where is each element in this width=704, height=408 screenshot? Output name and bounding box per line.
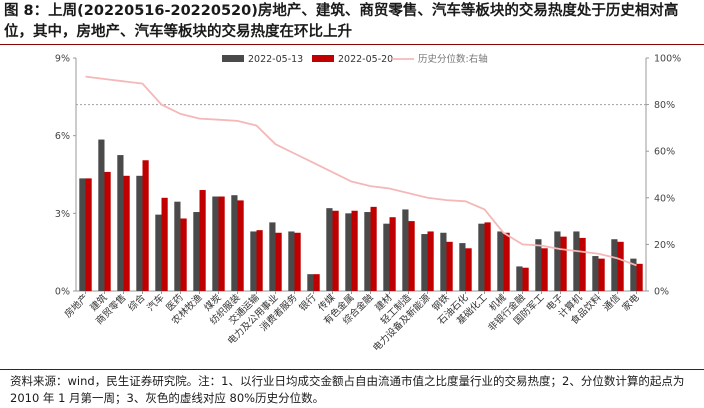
bar-2022-05-20	[370, 206, 377, 291]
bar-2022-05-20	[294, 232, 301, 291]
bar-2022-05-20	[579, 237, 586, 291]
bar-2022-05-20	[104, 171, 111, 291]
bar-2022-05-20	[351, 210, 358, 291]
right-tick-label: 100%	[654, 54, 681, 65]
chart-title: 图 8：上周(20220516-20220520)房地产、建筑、商贸零售、汽车等…	[4, 3, 679, 40]
bar-2022-05-20	[218, 196, 225, 291]
bar-2022-05-13	[535, 239, 542, 291]
bar-2022-05-13	[79, 178, 86, 291]
bar-2022-05-20	[180, 218, 187, 291]
bar-2022-05-13	[497, 231, 504, 291]
bar-2022-05-13	[630, 258, 637, 291]
bar-2022-05-13	[307, 274, 314, 291]
bar-2022-05-13	[231, 195, 238, 291]
bar-2022-05-20	[161, 197, 168, 291]
bar-2022-05-20	[332, 210, 339, 291]
x-tick-label: 汽车	[145, 292, 167, 314]
bar-2022-05-20	[560, 236, 567, 291]
bar-2022-05-20	[237, 200, 244, 291]
bar-2022-05-13	[554, 231, 561, 291]
right-tick-label: 0%	[654, 287, 669, 298]
bar-2022-05-20	[313, 274, 320, 291]
bar-2022-05-20	[503, 232, 510, 291]
bar-2022-05-20	[598, 258, 605, 291]
bar-2022-05-13	[193, 212, 200, 291]
bar-2022-05-13	[383, 223, 390, 291]
bar-2022-05-20	[256, 230, 263, 291]
bar-2022-05-20	[389, 217, 396, 291]
bar-2022-05-13	[478, 223, 485, 291]
bar-2022-05-13	[345, 213, 352, 291]
title-divider	[0, 44, 704, 45]
legend-swatch-2022-05-20	[312, 55, 334, 62]
right-tick-label: 60%	[654, 147, 675, 158]
bar-2022-05-20	[142, 160, 149, 291]
x-tick-label: 综合	[126, 291, 148, 313]
bar-2022-05-20	[484, 222, 491, 291]
bar-2022-05-20	[541, 248, 548, 291]
bar-2022-05-20	[636, 263, 643, 291]
x-tick-label: 银行	[297, 291, 319, 313]
bar-2022-05-13	[611, 239, 618, 291]
bar-2022-05-13	[174, 201, 181, 291]
right-tick-label: 80%	[654, 100, 675, 111]
bar-2022-05-20	[427, 231, 434, 291]
percentile-line	[85, 75, 637, 267]
bar-2022-05-13	[516, 266, 523, 291]
source-note: 资料来源：wind，民生证券研究院。注：1、以行业日均成交金额占自由流通市值之比…	[10, 374, 685, 405]
bar-2022-05-13	[212, 196, 219, 291]
bar-2022-05-13	[250, 231, 257, 291]
bar-2022-05-20	[275, 232, 282, 291]
bar-2022-05-20	[522, 267, 529, 291]
bar-2022-05-20	[617, 241, 624, 291]
bar-2022-05-13	[440, 232, 447, 291]
source-divider	[0, 369, 704, 370]
bar-2022-05-13	[155, 214, 162, 291]
legend-label-2022-05-20: 2022-05-20	[338, 54, 393, 65]
left-tick-label: 6%	[55, 131, 70, 142]
bar-2022-05-13	[98, 139, 105, 291]
legend-label-2022-05-13: 2022-05-13	[248, 54, 303, 65]
bar-2022-05-20	[123, 175, 130, 291]
left-tick-label: 0%	[55, 287, 70, 298]
right-tick-label: 40%	[654, 193, 675, 204]
x-tick-label: 家电	[620, 291, 642, 313]
bar-2022-05-20	[199, 190, 206, 291]
left-tick-label: 9%	[55, 54, 70, 65]
bar-2022-05-13	[573, 231, 580, 291]
bar-2022-05-13	[421, 234, 428, 291]
legend-swatch-2022-05-13	[222, 55, 244, 62]
bar-2022-05-20	[408, 221, 415, 291]
bar-2022-05-20	[85, 178, 92, 291]
bar-2022-05-13	[592, 256, 599, 291]
bar-2022-05-13	[117, 155, 124, 291]
bar-2022-05-13	[269, 222, 276, 291]
bar-2022-05-20	[465, 248, 472, 291]
bar-2022-05-13	[136, 175, 143, 291]
legend-label-percentile: 历史分位数:右轴	[418, 53, 488, 65]
right-tick-label: 20%	[654, 240, 675, 251]
bar-2022-05-20	[446, 241, 453, 291]
bar-2022-05-13	[402, 209, 409, 291]
x-tick-label: 通信	[601, 292, 623, 314]
bar-2022-05-13	[288, 231, 295, 291]
left-tick-label: 3%	[55, 209, 70, 220]
bar-2022-05-13	[364, 212, 371, 291]
bar-2022-05-13	[326, 208, 333, 291]
bar-2022-05-13	[459, 243, 466, 291]
